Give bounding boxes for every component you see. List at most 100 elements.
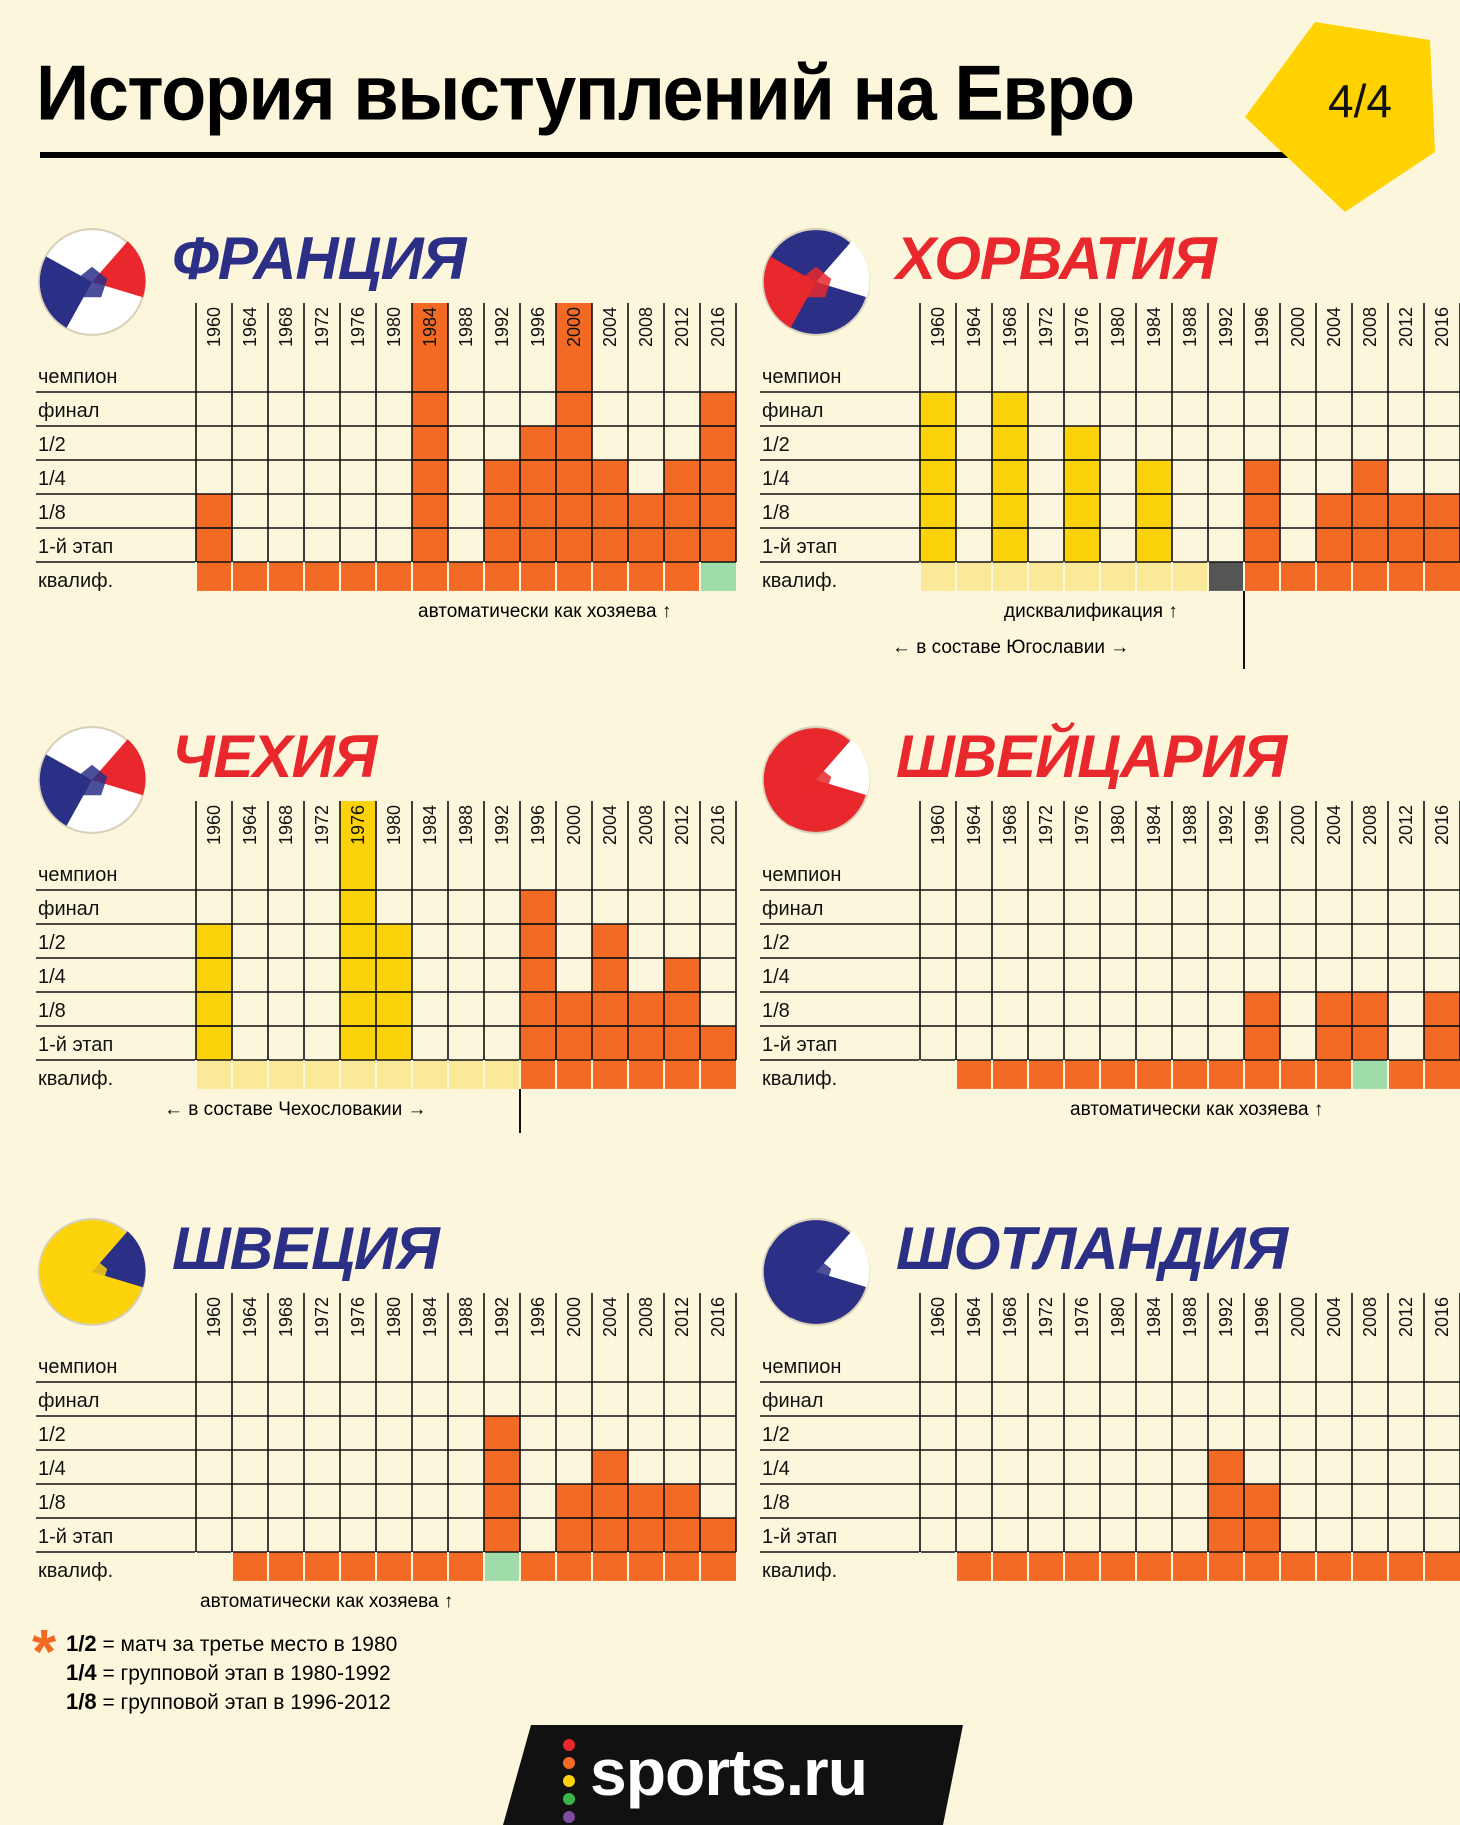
country-ball-icon [38,228,146,336]
year-label: 2004 [1324,805,1344,845]
year-label: 2008 [636,1297,656,1337]
qualification-cell [520,1552,556,1581]
year-label: 1960 [204,307,224,347]
qualification-cell [196,1060,232,1089]
qualification-cell [1352,1552,1388,1581]
stage-label: 1/4 [38,966,66,988]
qualification-cell [1208,1060,1244,1089]
qualification-cell [664,562,700,591]
host-note: автоматически как хозяева ↑ [418,600,672,622]
year-label: 1988 [1180,307,1200,347]
year-label: 2012 [1396,307,1416,347]
qualification-cell [556,562,592,591]
qualification-cell [628,562,664,591]
year-label: 2012 [1396,805,1416,845]
qualification-cell [664,1552,700,1581]
qualification-cell [1028,1552,1064,1581]
year-label: 1972 [312,1297,332,1337]
stage-bar [1208,1450,1244,1552]
qualification-cell [1388,1060,1424,1089]
era-divider [519,1088,521,1133]
qualification-cell [340,1060,376,1089]
qualification-cell [1172,1060,1208,1089]
disqualification-note: дисквалификация ↑ [1004,600,1178,622]
qualification-cell [412,562,448,591]
qualification-cell [412,1552,448,1581]
qualification-cell [992,562,1028,591]
year-label: 1984 [420,307,440,347]
results-grid: 1960 1964 1968 1972 1976 1980 1984 1988 1992 1996… [760,303,1460,592]
qualification-cell [920,562,956,591]
stage-bar [1136,460,1172,562]
year-label: 1996 [1252,1297,1272,1337]
qualification-cell [700,562,736,591]
results-grid: 1960 1964 1968 1972 1976 1980 1984 1988 1992 1996… [36,1293,737,1582]
year-label: 1972 [312,805,332,845]
stage-bar [700,1026,736,1060]
title-rule [40,152,1425,158]
year-label: 1960 [204,1297,224,1337]
year-label: 2008 [636,805,656,845]
footnote-line: 1/2 = матч за третье место в 1980 [66,1631,398,1656]
qualification-cell [1028,1060,1064,1089]
year-label: 1992 [1216,307,1236,347]
qualification-cell [1064,1060,1100,1089]
qualification-cell [992,1552,1028,1581]
qualification-cell [268,562,304,591]
stage-label: квалиф. [762,1560,837,1582]
year-label: 1992 [492,307,512,347]
qualification-cell [484,1060,520,1089]
qualification-cell [448,1552,484,1581]
stage-label: квалиф. [762,570,837,592]
stage-bar [664,958,700,1060]
qualification-cell [592,562,628,591]
year-label: 1968 [276,1297,296,1337]
stage-bar [700,1518,736,1552]
qualification-cell [376,1060,412,1089]
year-label: 1960 [204,805,224,845]
year-label: 1992 [492,805,512,845]
year-label: 1980 [1108,307,1128,347]
qualification-cell [1352,1060,1388,1089]
czechoslovakia-note: ← в составе Чехословакии → [164,1098,427,1120]
qualification-cell [1316,562,1352,591]
stage-label: 1/8 [762,502,790,524]
qualification-cell [376,1552,412,1581]
results-grid: 1960 1964 1968 1972 1976 1980 1984 1988 1992 1996… [36,801,737,1090]
year-label: 1988 [1180,805,1200,845]
stage-bar [664,460,700,562]
qualification-cell [340,562,376,591]
stage-label: 1/8 [762,1492,790,1514]
qualification-cell [232,1060,268,1089]
results-grid: 1960 1964 1968 1972 1976 1980 1984 1988 1992 1996… [760,1293,1460,1582]
host-note: автоматически как хозяева ↑ [1070,1098,1324,1120]
country-ball-icon [762,228,870,336]
stage-label: 1/2 [38,1424,66,1446]
page-number: 4/4 [1328,75,1392,127]
qualification-cell [1100,1552,1136,1581]
stage-label: 1/4 [38,468,66,490]
year-label: 1968 [1000,1297,1020,1337]
year-label: 1984 [1144,805,1164,845]
year-label: 2000 [564,805,584,845]
stage-label: 1-й этап [38,1526,113,1548]
country-name: ШВЕЙЦАРИЯ [896,723,1287,790]
qualification-cell [268,1552,304,1581]
qualification-cell [556,1060,592,1089]
qualification-cell [520,562,556,591]
year-label: 1980 [384,307,404,347]
year-label: 1996 [528,1297,548,1337]
year-label: 1964 [964,1297,984,1337]
qualification-cell [1064,1552,1100,1581]
stage-label: 1/4 [762,1458,790,1480]
stage-bar [592,460,628,562]
stage-label: 1-й этап [38,536,113,558]
year-label: 1972 [1036,1297,1056,1337]
year-label: 2008 [1360,307,1380,347]
year-label: 2000 [564,1297,584,1337]
qualification-cell [1172,1552,1208,1581]
qualification-cell [1424,1060,1460,1089]
stage-bar [992,392,1028,562]
qualification-cell [376,562,412,591]
year-label: 1984 [1144,1297,1164,1337]
